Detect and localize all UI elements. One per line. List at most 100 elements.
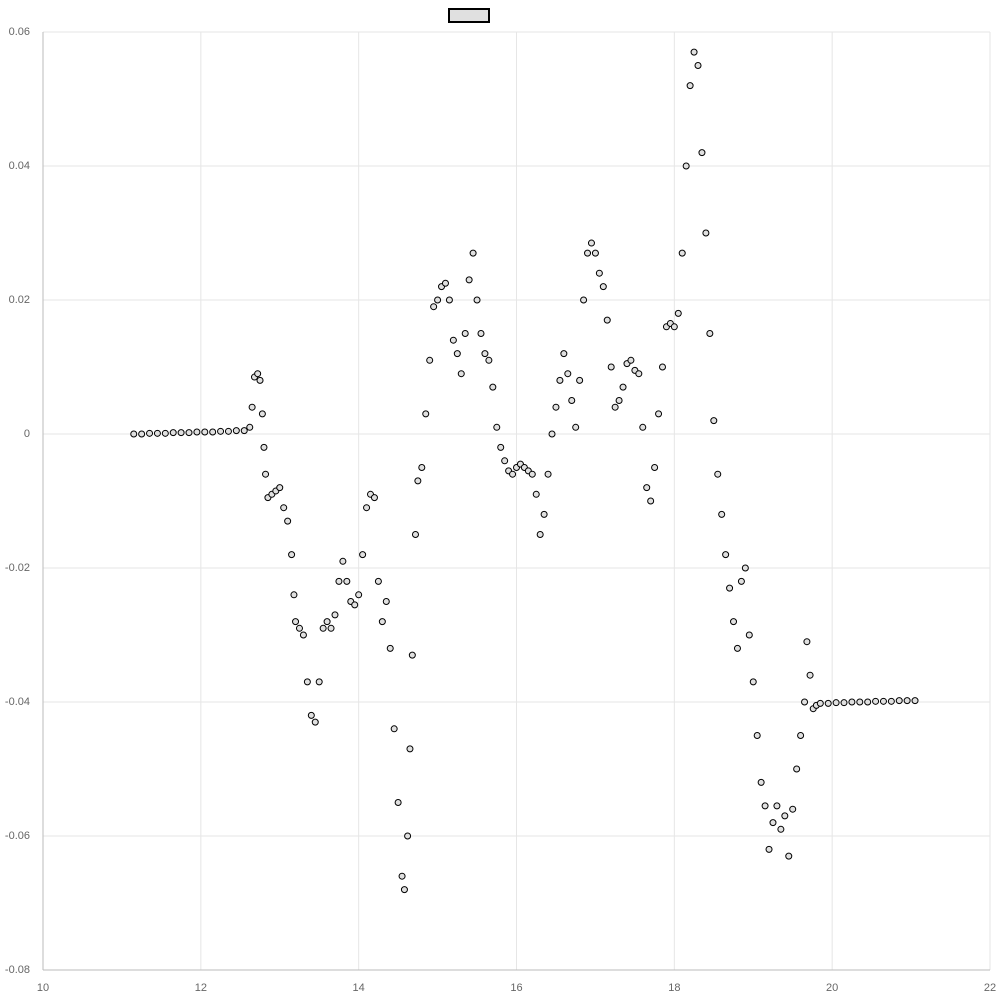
x-tick-label: 22 bbox=[984, 982, 996, 994]
point bbox=[757, 778, 765, 786]
point bbox=[560, 350, 568, 358]
point bbox=[832, 699, 840, 707]
point bbox=[532, 490, 540, 498]
point bbox=[445, 296, 453, 304]
point bbox=[678, 249, 686, 257]
point bbox=[777, 825, 785, 833]
point bbox=[382, 598, 390, 605]
point bbox=[138, 430, 146, 438]
point bbox=[564, 370, 572, 378]
point bbox=[146, 429, 154, 437]
point bbox=[153, 429, 161, 437]
point bbox=[400, 886, 408, 894]
point bbox=[449, 336, 457, 344]
point bbox=[406, 745, 414, 753]
point bbox=[690, 48, 698, 56]
y-tick-label: -0.04 bbox=[5, 696, 30, 708]
point bbox=[232, 427, 240, 435]
point bbox=[587, 239, 595, 247]
point bbox=[540, 510, 548, 518]
point bbox=[718, 510, 726, 518]
point bbox=[374, 577, 382, 585]
point bbox=[903, 697, 911, 705]
point bbox=[290, 591, 298, 599]
point bbox=[801, 698, 809, 706]
point bbox=[201, 428, 209, 436]
point bbox=[568, 397, 576, 404]
point bbox=[299, 631, 307, 639]
x-tick-label: 14 bbox=[353, 982, 365, 994]
point bbox=[303, 678, 311, 686]
point bbox=[658, 363, 666, 371]
point bbox=[404, 832, 412, 840]
point bbox=[591, 249, 599, 257]
point bbox=[722, 551, 730, 559]
point bbox=[655, 410, 663, 418]
point bbox=[315, 678, 323, 686]
point bbox=[426, 356, 434, 364]
point bbox=[284, 517, 292, 525]
point bbox=[161, 429, 169, 437]
point bbox=[493, 423, 501, 431]
point bbox=[331, 611, 339, 619]
point bbox=[224, 427, 232, 435]
point bbox=[193, 428, 201, 436]
point bbox=[694, 62, 702, 69]
point bbox=[651, 464, 659, 471]
point bbox=[323, 618, 331, 626]
point bbox=[254, 370, 262, 378]
point bbox=[737, 577, 745, 585]
point bbox=[686, 82, 694, 90]
point bbox=[698, 149, 706, 157]
point bbox=[615, 397, 623, 404]
point bbox=[599, 283, 607, 291]
x-tick-label: 18 bbox=[668, 982, 680, 994]
y-tick-label: -0.06 bbox=[5, 830, 30, 842]
point bbox=[256, 376, 264, 384]
point bbox=[781, 812, 789, 820]
point bbox=[343, 577, 351, 585]
point bbox=[773, 802, 781, 810]
point bbox=[378, 618, 386, 626]
point bbox=[276, 484, 284, 492]
point bbox=[489, 383, 497, 391]
point bbox=[319, 624, 327, 632]
point bbox=[453, 350, 461, 358]
point bbox=[793, 765, 801, 773]
point bbox=[745, 631, 753, 639]
point bbox=[682, 162, 690, 170]
legend-box[interactable] bbox=[448, 8, 490, 23]
x-tick-label: 16 bbox=[510, 982, 522, 994]
point bbox=[327, 624, 335, 632]
point bbox=[647, 497, 655, 505]
point bbox=[806, 671, 814, 679]
point bbox=[848, 698, 856, 706]
point bbox=[497, 443, 505, 451]
point bbox=[457, 370, 465, 378]
point bbox=[840, 699, 848, 707]
point bbox=[536, 531, 544, 538]
point bbox=[749, 678, 757, 686]
point bbox=[769, 819, 777, 827]
point bbox=[730, 618, 738, 626]
point bbox=[797, 732, 805, 739]
point bbox=[185, 429, 193, 437]
point bbox=[864, 698, 872, 706]
point bbox=[552, 403, 560, 411]
point bbox=[674, 309, 682, 317]
point bbox=[544, 470, 552, 478]
point bbox=[465, 276, 473, 284]
point bbox=[824, 699, 832, 707]
point bbox=[335, 577, 343, 585]
point bbox=[359, 551, 367, 559]
point bbox=[639, 423, 647, 431]
x-tick-label: 12 bbox=[195, 982, 207, 994]
y-tick-label: 0.04 bbox=[9, 160, 30, 172]
point bbox=[509, 470, 517, 478]
point bbox=[351, 601, 359, 609]
point bbox=[260, 443, 268, 451]
point bbox=[248, 403, 256, 411]
point bbox=[394, 799, 402, 806]
point bbox=[307, 711, 315, 719]
